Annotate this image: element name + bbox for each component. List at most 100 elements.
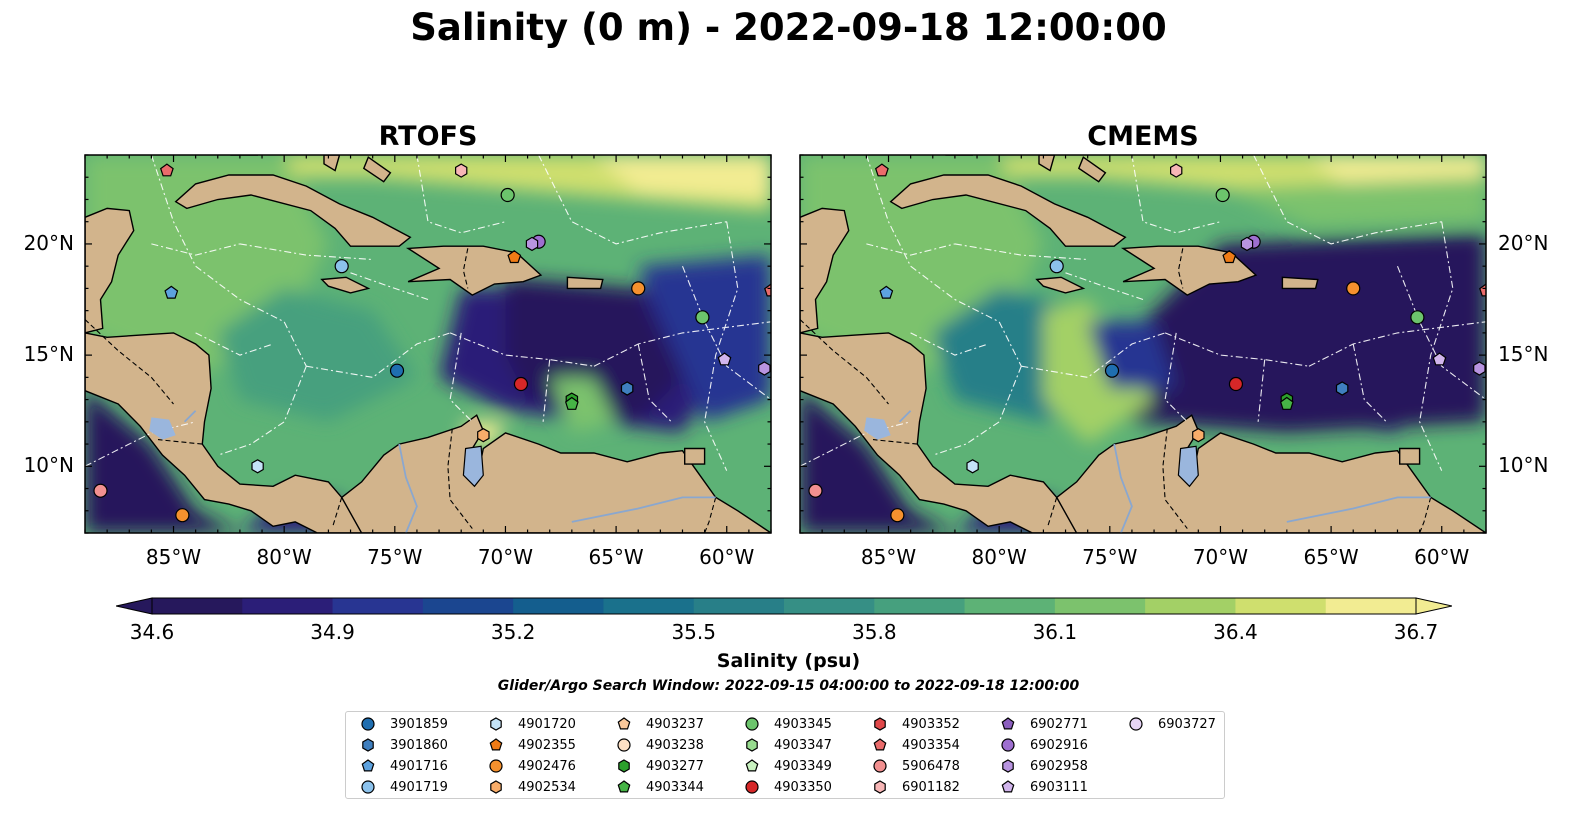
lon-tick-label: 65°W	[588, 545, 644, 569]
float-3901860[interactable]	[620, 381, 634, 396]
float-4901716[interactable]	[164, 285, 179, 299]
float-4901719[interactable]	[334, 259, 349, 274]
lon-tick-label: 75°W	[1082, 545, 1138, 569]
float-3901859[interactable]	[1104, 363, 1120, 378]
colorbar-segment	[152, 598, 243, 614]
float-4903345[interactable]	[500, 187, 515, 203]
legend-item: 4903354	[872, 735, 960, 755]
legend-item: 4901720	[488, 714, 576, 734]
argo-float-markers	[93, 163, 773, 523]
lake-nicaragua	[149, 417, 176, 440]
float-6901182[interactable]	[455, 163, 468, 178]
float-4903345[interactable]	[695, 310, 710, 325]
legend-marker-icon	[361, 759, 375, 772]
float-4903354[interactable]	[874, 163, 889, 177]
float-4903350[interactable]	[1228, 376, 1244, 392]
legend-label: 4902534	[518, 779, 576, 795]
lat-tick-label-right: 10°N	[1498, 453, 1549, 478]
legend-marker-icon	[1001, 780, 1015, 793]
float-4903345[interactable]	[1410, 310, 1425, 325]
land-cuba	[174, 174, 412, 247]
argo-float-markers	[808, 163, 1488, 523]
figure-title: Salinity (0 m) - 2022-09-18 12:00:00	[410, 6, 1167, 49]
colorbar-segment	[784, 598, 875, 614]
legend-item: 4903277	[616, 756, 704, 776]
legend-marker-icon	[618, 759, 630, 773]
eez-boundaries	[85, 155, 771, 471]
legend-label: 3901859	[390, 716, 448, 732]
legend-label: 4903345	[774, 716, 832, 732]
float-4903350[interactable]	[513, 376, 529, 392]
legend-label: 4903237	[646, 716, 704, 732]
float-6901182[interactable]	[1170, 163, 1183, 178]
legend-label: 4901716	[390, 758, 448, 774]
legend-marker-icon	[746, 738, 758, 752]
float-4902476[interactable]	[890, 508, 905, 523]
float-5906478[interactable]	[93, 483, 108, 498]
float-4902355[interactable]	[1222, 250, 1237, 264]
float-4901720[interactable]	[966, 459, 979, 474]
land-puerto-rico	[566, 276, 604, 290]
float-4902476[interactable]	[175, 508, 190, 523]
float-4902476[interactable]	[631, 281, 646, 296]
legend-marker-icon	[490, 780, 502, 794]
legend-label: 6903111	[1030, 779, 1088, 795]
float-4901716[interactable]	[879, 285, 894, 299]
legend-marker-icon	[745, 717, 759, 731]
float-5906478[interactable]	[808, 483, 823, 498]
legend-label: 3901860	[390, 737, 448, 753]
float-6903111[interactable]	[1432, 352, 1447, 366]
legend-item: 4903238	[616, 735, 704, 755]
legend-label: 4901719	[390, 779, 448, 795]
lake-maracaibo	[1177, 445, 1199, 488]
float-legend: 3901859 3901860 4901716 4901719 4901720 49023…	[345, 711, 1225, 799]
lake-nicaragua	[864, 417, 891, 440]
land-trinidad	[684, 447, 706, 465]
land-bahamas-2	[362, 156, 392, 183]
legend-item: 4902355	[488, 735, 576, 755]
lon-tick-label: 60°W	[1414, 545, 1470, 569]
lat-tick-label-left: 15°N	[23, 342, 74, 367]
float-4903344[interactable]	[564, 396, 579, 410]
legend-marker-icon	[617, 738, 631, 752]
legend-marker-icon	[617, 717, 631, 730]
float-4902534[interactable]	[1192, 428, 1205, 443]
float-6902958[interactable]	[525, 236, 539, 252]
legend-marker-icon	[361, 717, 375, 731]
float-4903354[interactable]	[159, 163, 174, 177]
legend-label: 4903349	[774, 758, 832, 774]
legend-marker-icon	[361, 780, 375, 794]
float-4902355[interactable]	[507, 250, 522, 264]
map-frame	[799, 154, 1487, 534]
float-6903111[interactable]	[717, 352, 732, 366]
colorbar-tick-label: 36.4	[1213, 620, 1258, 644]
float-4903354[interactable]	[764, 283, 773, 297]
map-frame	[84, 154, 772, 534]
legend-label: 6903727	[1158, 716, 1216, 732]
legend-marker-icon	[1001, 738, 1015, 752]
legend-item: 4901719	[360, 777, 448, 797]
rivers-lakes	[898, 410, 1431, 533]
float-4901719[interactable]	[1049, 259, 1064, 274]
legend-item: 4902534	[488, 777, 576, 797]
float-4901720[interactable]	[251, 459, 264, 474]
float-4902476[interactable]	[1346, 281, 1361, 296]
float-3901860[interactable]	[1335, 381, 1349, 396]
legend-label: 4902476	[518, 758, 576, 774]
float-4903354[interactable]	[1479, 283, 1488, 297]
legend-label: 4903344	[646, 779, 704, 795]
colorbar	[116, 597, 1452, 615]
legend-item: 6902958	[1000, 756, 1088, 776]
colorbar-tick-label: 34.6	[129, 620, 175, 644]
legend-item: 5906478	[872, 756, 960, 776]
float-6902958[interactable]	[1240, 236, 1254, 252]
float-4903345[interactable]	[1215, 187, 1230, 203]
colorbar-tick-label: 35.5	[671, 620, 716, 644]
float-6902958[interactable]	[758, 361, 771, 376]
panel-title-rtofs: RTOFS	[378, 121, 478, 152]
float-6902958[interactable]	[1473, 361, 1486, 376]
float-3901859[interactable]	[389, 363, 405, 378]
float-4903344[interactable]	[1279, 396, 1294, 410]
float-4902534[interactable]	[477, 428, 490, 443]
colorbar-segment	[242, 598, 334, 614]
